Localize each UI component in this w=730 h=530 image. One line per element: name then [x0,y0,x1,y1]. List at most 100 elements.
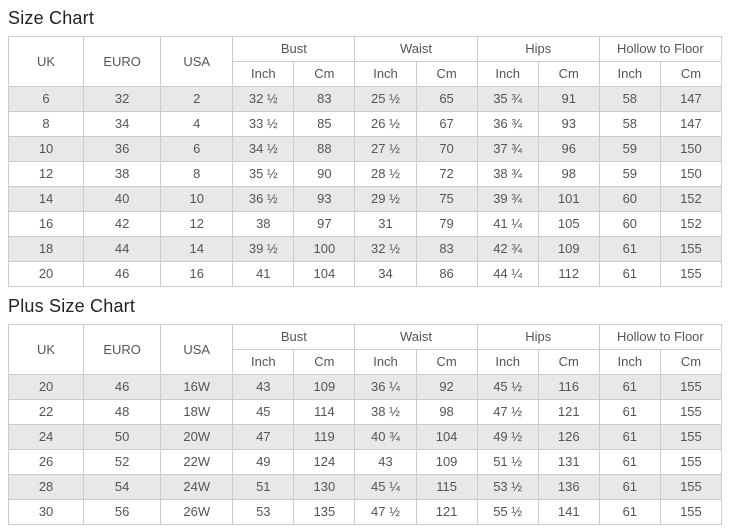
header-hips: Hips [476,36,600,62]
table-cell: 155 [659,399,723,425]
header-hips: Hips [476,324,600,350]
plus-size-chart-table: UK EURO USA Bust Waist Hips Hollow to Fl… [7,324,723,525]
table-cell: 43 [354,449,417,475]
table-cell: 147 [659,111,723,137]
table-cell: 46 [83,261,162,287]
table-cell: 16 [160,261,234,287]
table-cell: 126 [537,424,600,450]
header-inch: Inch [232,349,295,375]
table-cell: 10 [160,186,234,212]
size-chart-title: Size Chart [8,8,95,28]
table-cell: 155 [659,474,723,500]
table-cell: 38 [232,211,295,237]
table-cell: 38 ½ [354,399,417,425]
table-cell: 109 [537,236,600,262]
table-cell: 47 ½ [354,499,417,525]
table-cell: 61 [598,474,661,500]
table-cell: 28 [7,474,85,500]
header-bust: Bust [232,324,356,350]
table-cell: 36 [83,136,162,162]
table-row: 16 42 12 38 97 31 79 41 ¼ 105 60 152 [7,211,723,237]
table-cell: 42 ¾ [476,236,539,262]
table-row: 14 40 10 36 ½ 93 29 ½ 75 39 ¾ 101 60 152 [7,186,723,212]
table-cell: 45 ½ [476,374,539,400]
table-cell: 79 [415,211,478,237]
table-cell: 40 ¾ [354,424,417,450]
table-cell: 60 [598,211,661,237]
table-cell: 93 [293,186,356,212]
table-cell: 131 [537,449,600,475]
table-cell: 124 [293,449,356,475]
header-inch: Inch [232,61,295,87]
table-cell: 85 [293,111,356,137]
table-cell: 10 [7,136,85,162]
table-cell: 61 [598,399,661,425]
table-cell: 141 [537,499,600,525]
header-cm: Cm [659,61,723,87]
table-cell: 54 [83,474,162,500]
table-cell: 59 [598,136,661,162]
table-cell: 147 [659,86,723,112]
header-unit-row: Inch Cm Inch Cm Inch Cm Inch Cm [9,349,723,375]
table-cell: 43 [232,374,295,400]
table-cell: 26 ½ [354,111,417,137]
table-cell: 109 [415,449,478,475]
header-cm: Cm [659,349,723,375]
table-cell: 136 [537,474,600,500]
table-cell: 72 [415,161,478,187]
table-cell: 121 [415,499,478,525]
table-cell: 61 [598,449,661,475]
table-row: 20 46 16 41 104 34 86 44 ¼ 112 61 155 [7,261,723,287]
table-cell: 34 [354,261,417,287]
table-cell: 32 ½ [232,86,295,112]
table-cell: 119 [293,424,356,450]
header-inch: Inch [476,61,539,87]
table-cell: 104 [293,261,356,287]
table-cell: 20 [7,374,85,400]
table-cell: 90 [293,161,356,187]
table-cell: 155 [659,236,723,262]
table-cell: 41 [232,261,295,287]
header-group-row: UK EURO USA Bust Waist Hips Hollow to Fl… [7,324,723,375]
header-cm: Cm [537,349,600,375]
table-cell: 59 [598,161,661,187]
header-cm: Cm [537,61,600,87]
table-cell: 44 [83,236,162,262]
table-cell: 155 [659,499,723,525]
table-cell: 45 [232,399,295,425]
header-euro: EURO [83,36,162,87]
table-cell: 50 [83,424,162,450]
header-inch: Inch [354,349,417,375]
table-cell: 101 [537,186,600,212]
table-cell: 112 [537,261,600,287]
table-cell: 53 [232,499,295,525]
table-cell: 40 [83,186,162,212]
table-cell: 24 [7,424,85,450]
table-cell: 130 [293,474,356,500]
table-cell: 36 ¼ [354,374,417,400]
table-row: 30 56 26W 53 135 47 ½ 121 55 ½ 141 61 155 [7,499,723,525]
header-waist: Waist [354,324,478,350]
table-cell: 32 [83,86,162,112]
table-cell: 61 [598,424,661,450]
header-inch: Inch [598,61,661,87]
table-cell: 36 ½ [232,186,295,212]
header-waist: Waist [354,36,478,62]
table-cell: 86 [415,261,478,287]
table-cell: 18W [160,399,234,425]
header-cm: Cm [415,349,478,375]
table-cell: 116 [537,374,600,400]
table-cell: 67 [415,111,478,137]
table-cell: 152 [659,186,723,212]
table-cell: 155 [659,374,723,400]
table-cell: 56 [83,499,162,525]
table-cell: 27 ½ [354,136,417,162]
table-cell: 75 [415,186,478,212]
table-cell: 61 [598,374,661,400]
table-cell: 121 [537,399,600,425]
table-cell: 38 [83,161,162,187]
header-hollow-to-floor: Hollow to Floor [598,36,723,62]
header-inch: Inch [476,349,539,375]
table-cell: 109 [293,374,356,400]
table-cell: 28 ½ [354,161,417,187]
